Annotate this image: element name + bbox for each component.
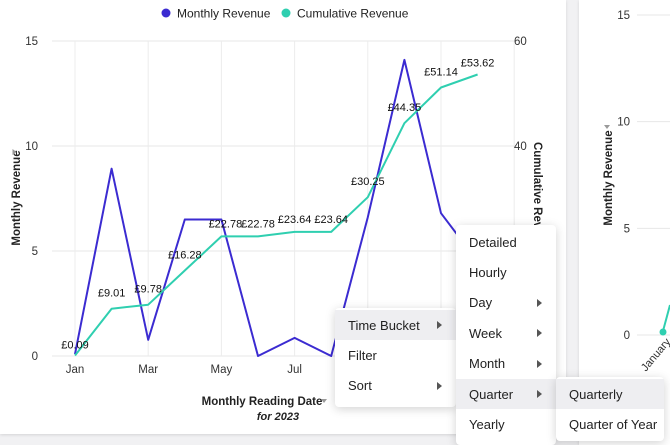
x-axis-title[interactable]: Monthly Reading Date (202, 396, 323, 408)
revenue-chart: Monthly Revenue Cumulative Revenue 0 5 10 1… (11, 7, 543, 424)
secondary-y-tick-label: 10 (617, 117, 630, 129)
x-axis-subtitle: for 2023 (257, 411, 299, 423)
y-left-tick-label: 5 (32, 246, 38, 258)
time-bucket-item-week[interactable]: Week (456, 318, 556, 348)
y-axis-title-caret[interactable] (12, 149, 17, 155)
quarter-item-quarterly[interactable]: Quarterly (556, 379, 664, 409)
cumulative-data-label: £44.35 (388, 102, 422, 114)
secondary-y-tick-label: 0 (624, 330, 630, 342)
menu-item-label: Hourly (469, 264, 507, 280)
cumulative-data-label: £0.09 (61, 340, 89, 352)
cumulative-data-label: £9.78 (134, 284, 162, 296)
time-bucket-item-quarter[interactable]: Quarter (456, 379, 556, 409)
menu-item-label: Quarter (469, 386, 514, 402)
secondary-x-tick: January (639, 336, 670, 374)
menu-item-label: Day (469, 295, 493, 311)
chart-card: Monthly Revenue Cumulative Revenue 0 5 10 1… (0, 0, 566, 434)
y-axis-title-left: Monthly Revenue (11, 150, 23, 245)
y-left-tick-label: 15 (25, 36, 38, 48)
cumulative-data-label: £53.62 (461, 57, 495, 69)
y-right-tick-label: 60 (514, 36, 527, 48)
menu-item-label: Detailed (469, 234, 517, 250)
legend-swatch-cumulative-revenue (281, 8, 291, 18)
y-axis-title-right: Cumulative Rev (531, 142, 543, 229)
menu-item-label: Time Bucket (348, 317, 420, 333)
chevron-right-icon (537, 329, 542, 338)
chevron-right-icon (437, 381, 442, 390)
menu-item-label: Filter (348, 347, 377, 363)
time-bucket-item-month[interactable]: Month (456, 349, 556, 379)
y-right-tick-label: 40 (514, 141, 527, 153)
menu-item-filter[interactable]: Filter (335, 340, 456, 370)
y-left-tick-label: 10 (25, 141, 38, 153)
time-bucket-item-day[interactable]: Day (456, 288, 556, 318)
cumulative-revenue-line (74, 73, 478, 357)
secondary-cumulative-point (659, 328, 667, 336)
quarter-submenu: Quarterly Quarter of Year (556, 377, 664, 441)
menu-item-label: Quarter of Year (569, 416, 658, 432)
y-left-tick-label: 0 (32, 351, 38, 363)
secondary-cumulative-line (662, 304, 670, 332)
secondary-y-tick-label: 5 (624, 223, 630, 235)
x-tick-label: Mar (138, 364, 158, 376)
menu-item-time-bucket[interactable]: Time Bucket (335, 310, 456, 340)
menu-item-sort[interactable]: Sort (335, 371, 456, 401)
secondary-chart-card: 0 5 10 15 Monthly Revenue January (579, 0, 670, 445)
x-axis-title-caret[interactable] (321, 399, 327, 403)
menu-item-label: Yearly (469, 416, 505, 432)
chevron-right-icon (537, 298, 542, 307)
menu-item-label: Sort (348, 378, 372, 394)
chevron-right-icon (537, 390, 542, 398)
cumulative-data-label: £22.78 (209, 218, 243, 230)
context-menu: Time Bucket Filter Sort (335, 308, 456, 407)
legend-label-monthly-revenue: Monthly Revenue (177, 7, 271, 21)
x-tick-label: May (211, 364, 233, 376)
secondary-revenue-chart: 0 5 10 15 Monthly Revenue January (603, 10, 670, 374)
cumulative-data-label: £22.78 (241, 218, 275, 230)
time-bucket-item-hourly[interactable]: Hourly (456, 257, 556, 287)
menu-item-label: Month (469, 356, 506, 372)
time-bucket-item-yearly[interactable]: Yearly (456, 409, 556, 439)
menu-item-label: Week (469, 325, 502, 341)
cumulative-data-label: £51.14 (424, 67, 458, 79)
x-tick-label: Jan (66, 364, 85, 376)
cumulative-data-label: £30.25 (351, 176, 385, 188)
x-tick-label: Jul (287, 364, 302, 376)
cumulative-data-label: £16.28 (168, 250, 202, 262)
legend-label-cumulative-revenue: Cumulative Revenue (297, 7, 409, 21)
time-bucket-item-detailed[interactable]: Detailed (456, 227, 556, 257)
legend: Monthly Revenue Cumulative Revenue (161, 7, 409, 21)
time-bucket-submenu: Detailed Hourly Day Week Month Quarter Yearly (456, 225, 556, 445)
cumulative-data-label: £23.64 (314, 214, 348, 226)
secondary-y-axis-caret[interactable] (604, 125, 610, 129)
secondary-y-tick-label: 15 (617, 10, 630, 22)
legend-swatch-monthly-revenue (161, 8, 171, 18)
chevron-right-icon (437, 321, 442, 329)
monthly-revenue-line (74, 58, 479, 357)
chevron-right-icon (537, 359, 542, 368)
cumulative-data-label: £9.01 (98, 288, 126, 300)
quarter-item-quarter-of-year[interactable]: Quarter of Year (556, 409, 664, 439)
cumulative-data-label: £23.64 (278, 214, 312, 226)
secondary-y-axis-title: Monthly Revenue (603, 130, 615, 225)
menu-item-label: Quarterly (569, 386, 623, 402)
